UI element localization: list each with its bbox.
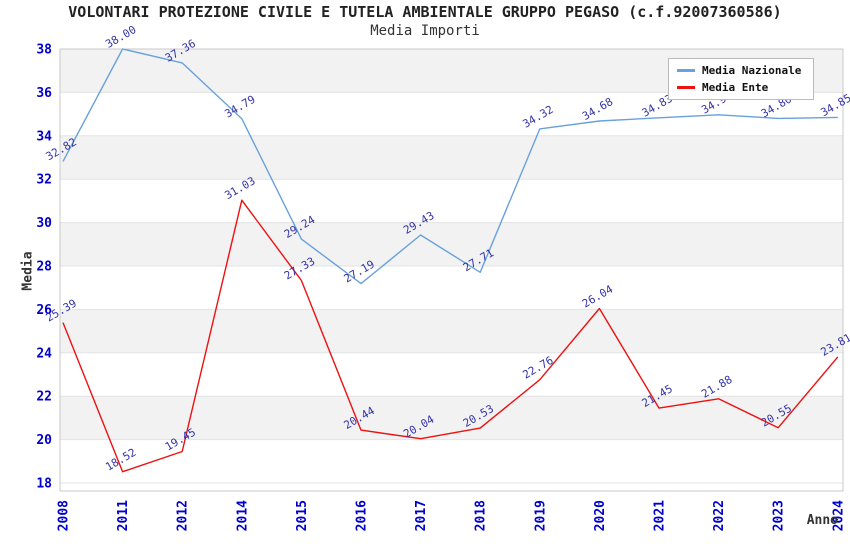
y-tick-label: 22 xyxy=(36,390,52,405)
x-tick-label: 2024 xyxy=(831,500,846,531)
y-tick-label: 30 xyxy=(36,216,52,231)
x-tick-label: 2017 xyxy=(414,500,429,531)
x-tick-label: 2021 xyxy=(653,500,668,531)
x-tick-label: 2011 xyxy=(116,500,131,531)
x-tick-label: 2018 xyxy=(474,500,489,531)
y-tick-label: 20 xyxy=(36,433,52,448)
grid-band xyxy=(60,135,843,180)
x-tick-label: 2020 xyxy=(593,500,608,531)
y-axis-title: Media xyxy=(20,251,36,291)
legend: Media Nazionale Media Ente xyxy=(668,58,814,100)
legend-item-ente: Media Ente xyxy=(677,81,805,94)
data-label: 22.76 xyxy=(520,354,555,382)
x-tick-label: 2014 xyxy=(235,500,250,531)
y-tick-label: 34 xyxy=(36,129,52,144)
y-tick-label: 32 xyxy=(36,173,52,188)
legend-label: Media Ente xyxy=(702,81,769,94)
x-tick-label: 2012 xyxy=(176,500,191,531)
ente-line-swatch-icon xyxy=(677,86,695,89)
chart-subtitle: Media Importi xyxy=(370,23,480,39)
y-tick-label: 18 xyxy=(36,477,52,492)
data-label: 34.32 xyxy=(520,103,555,131)
media-ente-line xyxy=(62,199,839,473)
grid-band xyxy=(60,222,843,266)
data-label: 34.68 xyxy=(580,95,615,123)
x-tick-label: 2023 xyxy=(772,500,787,531)
y-tick-label: 36 xyxy=(36,86,52,101)
media-nazionale-line xyxy=(62,48,838,285)
data-label: 34.85 xyxy=(818,91,850,119)
x-tick-label: 2015 xyxy=(295,500,310,531)
y-tick-label: 28 xyxy=(36,260,52,275)
x-tick-label: 2019 xyxy=(533,500,548,531)
data-label: 26.04 xyxy=(580,282,616,310)
nazionale-line-swatch-icon xyxy=(677,69,695,72)
legend-label: Media Nazionale xyxy=(702,64,802,77)
data-label: 18.52 xyxy=(103,446,138,474)
x-tick-label: 2016 xyxy=(355,500,370,531)
chart-title: VOLONTARI PROTEZIONE CIVILE E TUTELA AMB… xyxy=(68,3,782,21)
legend-item-nazionale: Media Nazionale xyxy=(677,64,805,77)
y-tick-label: 38 xyxy=(36,43,52,58)
y-tick-label: 26 xyxy=(36,303,52,318)
y-tick-label: 24 xyxy=(36,346,52,361)
plot-border xyxy=(59,48,844,492)
grid-band xyxy=(60,309,843,353)
x-tick-label: 2022 xyxy=(712,500,727,531)
x-axis-title: Anno xyxy=(806,513,838,528)
x-tick-label: 2008 xyxy=(57,500,72,531)
